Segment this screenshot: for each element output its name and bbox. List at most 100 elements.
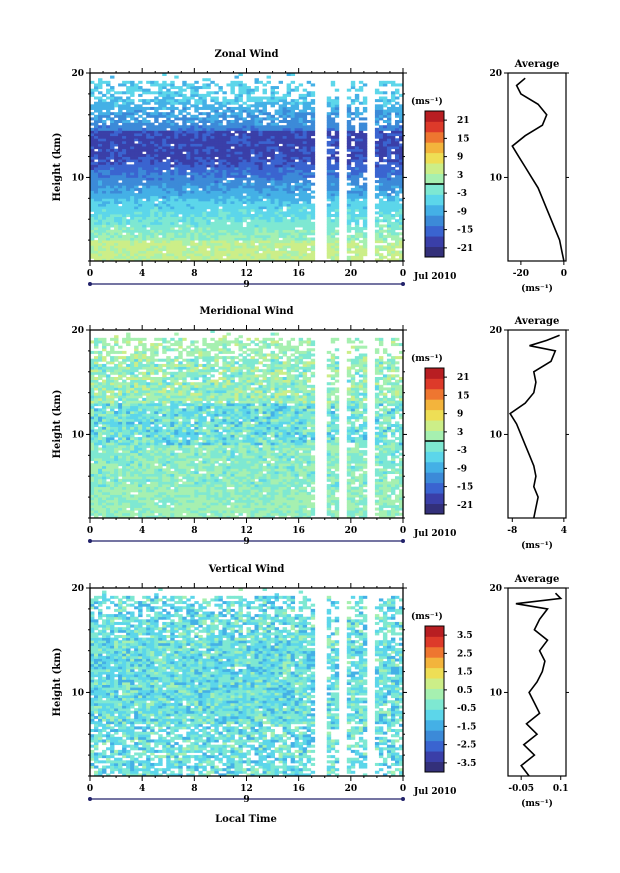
heatmap-cell xyxy=(234,148,239,152)
heatmap-cell xyxy=(302,253,308,257)
heatmap-cell xyxy=(378,125,384,129)
heatmap-cell xyxy=(386,208,392,212)
heatmap-cell xyxy=(282,219,288,223)
heatmap-cell xyxy=(122,515,127,519)
heatmap-cell xyxy=(234,216,239,220)
heatmap-cell xyxy=(214,206,219,210)
heatmap-cell xyxy=(162,125,167,129)
heatmap-cell xyxy=(90,169,95,173)
heatmap-cell xyxy=(354,174,360,178)
heatmap-cell xyxy=(310,125,316,129)
heatmap-cell xyxy=(126,167,131,171)
heatmap-cell xyxy=(90,377,95,381)
heatmap-cell xyxy=(110,465,115,469)
heatmap-cell xyxy=(98,356,103,360)
heatmap-cell xyxy=(274,255,279,259)
heatmap-cell xyxy=(114,494,119,498)
heatmap-cell xyxy=(110,408,115,412)
heatmap-cell xyxy=(150,114,155,118)
heatmap-cell xyxy=(118,350,123,354)
heatmap-cell xyxy=(154,221,159,225)
heatmap-cell xyxy=(250,114,255,118)
heatmap-cell xyxy=(146,161,151,165)
heatmap-cell xyxy=(290,253,296,257)
heatmap-cell xyxy=(250,174,255,178)
heatmap-cell xyxy=(262,172,267,176)
heatmap-cell xyxy=(326,135,332,139)
heatmap-cell xyxy=(274,167,279,171)
heatmap-cell xyxy=(106,426,111,430)
heatmap-cell xyxy=(90,193,95,197)
heatmap-cell xyxy=(118,242,123,246)
heatmap-cell xyxy=(362,240,368,244)
heatmap-cell xyxy=(174,146,179,150)
heatmap-cell xyxy=(166,93,171,97)
heatmap-cell xyxy=(214,127,219,131)
heatmap-cell xyxy=(190,221,195,225)
heatmap-cell xyxy=(398,104,404,108)
heatmap-cell xyxy=(222,185,227,189)
heatmap-cell xyxy=(202,104,207,108)
heatmap-cell xyxy=(326,214,332,218)
heatmap-cell xyxy=(110,140,115,144)
heatmap-cell xyxy=(94,356,99,360)
heatmap-cell xyxy=(378,208,384,212)
heatmap-cell xyxy=(102,429,107,433)
heatmap-cell xyxy=(106,206,111,210)
heatmap-cell xyxy=(122,255,127,259)
heatmap-cell xyxy=(178,245,183,249)
heatmap-cell xyxy=(250,125,255,129)
heatmap-cell xyxy=(218,187,223,191)
heatmap-cell xyxy=(98,193,103,197)
heatmap-cell xyxy=(362,185,368,189)
heatmap-cell xyxy=(154,130,159,134)
heatmap-cell xyxy=(294,120,300,124)
heatmap-cell xyxy=(334,99,340,103)
heatmap-cell xyxy=(94,206,99,210)
heatmap-cell xyxy=(278,114,284,118)
heatmap-cell xyxy=(266,211,271,215)
heatmap-cell xyxy=(94,377,99,381)
heatmap-cell xyxy=(122,159,127,163)
heatmap-cell xyxy=(330,193,336,197)
heatmap-cell xyxy=(122,369,127,373)
heatmap-cell xyxy=(310,91,316,95)
heatmap-cell xyxy=(106,237,111,241)
heatmap-cell xyxy=(242,237,247,241)
heatmap-cell xyxy=(222,177,227,181)
heatmap-cell xyxy=(114,426,119,430)
heatmap-cell xyxy=(162,234,167,238)
heatmap-cell xyxy=(166,258,171,262)
heatmap-cell xyxy=(198,190,203,194)
heatmap-cell xyxy=(398,133,404,137)
heatmap-cell xyxy=(102,400,107,404)
heatmap-cell xyxy=(142,135,147,139)
heatmap-cell xyxy=(118,146,123,150)
heatmap-cell xyxy=(390,80,396,84)
heatmap-cell xyxy=(202,193,207,197)
heatmap-cell xyxy=(126,86,131,90)
heatmap-cell xyxy=(130,515,135,519)
heatmap-cell xyxy=(198,216,203,220)
heatmap-cell xyxy=(106,101,111,105)
heatmap-cell xyxy=(334,206,340,210)
heatmap-cell xyxy=(286,88,292,92)
heatmap-cell xyxy=(118,444,123,448)
heatmap-cell xyxy=(354,227,360,231)
heatmap-cell xyxy=(270,208,275,212)
heatmap-cell xyxy=(102,159,107,163)
heatmap-cell xyxy=(394,227,400,231)
heatmap-cell xyxy=(118,130,123,134)
heatmap-cell xyxy=(162,203,167,207)
heatmap-cell xyxy=(98,421,103,425)
heatmap-cell xyxy=(186,99,191,103)
heatmap-cell xyxy=(278,125,284,129)
heatmap-cell xyxy=(130,91,135,95)
heatmap-cell xyxy=(358,195,364,199)
heatmap-cell xyxy=(266,159,271,163)
heatmap-cell xyxy=(382,200,388,204)
heatmap-cell xyxy=(346,177,352,181)
heatmap-cell xyxy=(114,258,119,262)
heatmap-cell xyxy=(254,164,259,168)
heatmap-cell xyxy=(190,130,195,134)
